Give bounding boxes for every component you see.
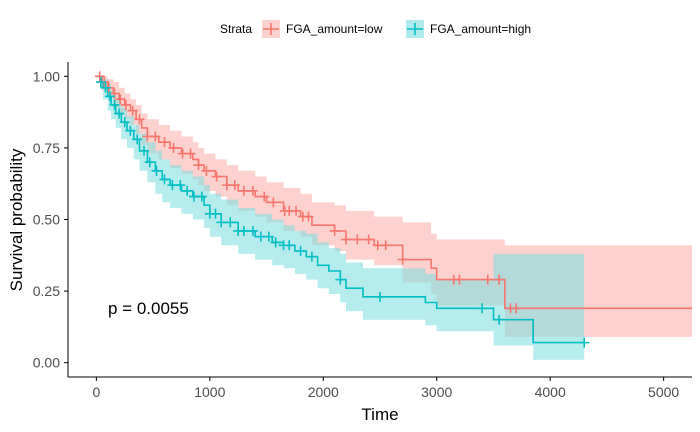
censor-mark-high <box>109 99 120 110</box>
censor-mark-low <box>193 160 204 171</box>
censor-mark-high <box>579 337 590 348</box>
censor-mark-low <box>150 131 161 142</box>
legend: Strata FGA_amount=low FGA_amount=high <box>220 20 531 38</box>
censor-mark-high <box>119 117 130 128</box>
censor-mark-high <box>295 246 306 256</box>
censor-mark-low <box>352 234 363 245</box>
censor-mark-high <box>104 91 115 102</box>
censor-mark-low <box>259 191 270 202</box>
censor-mark-low <box>201 165 212 176</box>
x-tick-label: 1000 <box>194 384 225 400</box>
censor-mark-low <box>247 185 258 196</box>
legend-marker <box>407 23 423 35</box>
confidence-band-high <box>96 76 585 360</box>
p-value-annotation: p = 0.0055 <box>108 299 189 318</box>
x-axis-ticks: 0 1000 2000 3000 4000 5000 <box>92 377 679 400</box>
censor-mark-low <box>115 94 126 105</box>
censor-mark-low <box>454 274 465 285</box>
x-tick-label: 3000 <box>421 384 452 400</box>
legend-key-low <box>262 20 280 38</box>
censor-mark-low <box>397 254 408 265</box>
censor-mark-high <box>114 108 125 119</box>
censor-mark-high <box>270 237 281 248</box>
x-tick-label: 2000 <box>308 384 339 400</box>
legend-label-high: FGA_amount=high <box>430 22 531 36</box>
censor-mark-low <box>238 185 249 196</box>
censor-mark-low <box>127 105 138 116</box>
censor-mark-low <box>168 142 179 153</box>
censor-mark-high <box>306 251 317 262</box>
x-tick-label: 0 <box>92 384 100 400</box>
censor-mark-low <box>363 234 374 245</box>
x-tick-label: 5000 <box>648 384 679 400</box>
censor-mark-high <box>225 217 236 228</box>
censor-mark-low <box>511 303 522 314</box>
legend-key-high <box>406 20 424 38</box>
y-tick-label: 0.25 <box>33 283 60 299</box>
y-tick-label: 0.50 <box>33 212 60 228</box>
legend-marker <box>263 23 279 35</box>
censor-mark-low <box>482 274 493 285</box>
censor-marks <box>94 71 590 348</box>
censor-mark-high <box>175 180 186 191</box>
legend-label-low: FGA_amount=low <box>286 22 383 36</box>
censor-mark-low <box>185 148 196 159</box>
censor-mark-high <box>494 314 505 325</box>
censor-mark-high <box>151 165 162 176</box>
censor-mark-low <box>303 211 314 222</box>
x-axis-title: Time <box>361 405 398 424</box>
censor-mark-high <box>238 225 249 236</box>
censor-mark-low <box>380 240 391 251</box>
censor-mark-high <box>144 157 155 168</box>
censor-mark-low <box>268 197 279 208</box>
y-axis-title: Survival probability <box>7 148 26 291</box>
censor-mark-high <box>100 82 111 93</box>
censor-mark-low <box>494 274 505 285</box>
censor-mark-low <box>94 71 105 82</box>
y-tick-label: 0.00 <box>33 355 60 371</box>
censor-mark-high <box>216 217 227 228</box>
censor-mark-low <box>211 171 222 182</box>
censor-mark-low <box>340 234 351 245</box>
censor-mark-high <box>95 77 106 88</box>
confidence-bands <box>96 76 692 360</box>
censor-mark-high <box>125 125 136 136</box>
censor-mark-high <box>477 303 488 314</box>
censor-mark-high <box>196 191 207 202</box>
censor-mark-high <box>210 208 221 219</box>
censor-mark-low <box>229 180 240 191</box>
censor-mark-low <box>159 137 170 148</box>
censor-mark-high <box>263 231 274 242</box>
censor-mark-low <box>329 225 340 236</box>
censor-mark-low <box>120 99 131 110</box>
censor-mark-high <box>375 291 385 302</box>
censor-mark-low <box>291 205 302 216</box>
censor-mark-high <box>284 240 295 251</box>
censor-mark-high <box>247 225 258 236</box>
censor-mark-low <box>134 114 145 125</box>
y-tick-label: 1.00 <box>33 68 60 84</box>
censor-mark-high <box>182 185 193 196</box>
censor-mark-high <box>139 145 150 156</box>
y-axis-ticks: 0.00 0.25 0.50 0.75 1.00 <box>33 68 68 371</box>
x-tick-label: 4000 <box>535 384 566 400</box>
legend-title: Strata <box>220 22 252 36</box>
censor-mark-high <box>132 134 143 145</box>
censor-mark-high <box>159 174 170 185</box>
y-tick-label: 0.75 <box>33 140 60 156</box>
censor-mark-high <box>335 274 346 285</box>
